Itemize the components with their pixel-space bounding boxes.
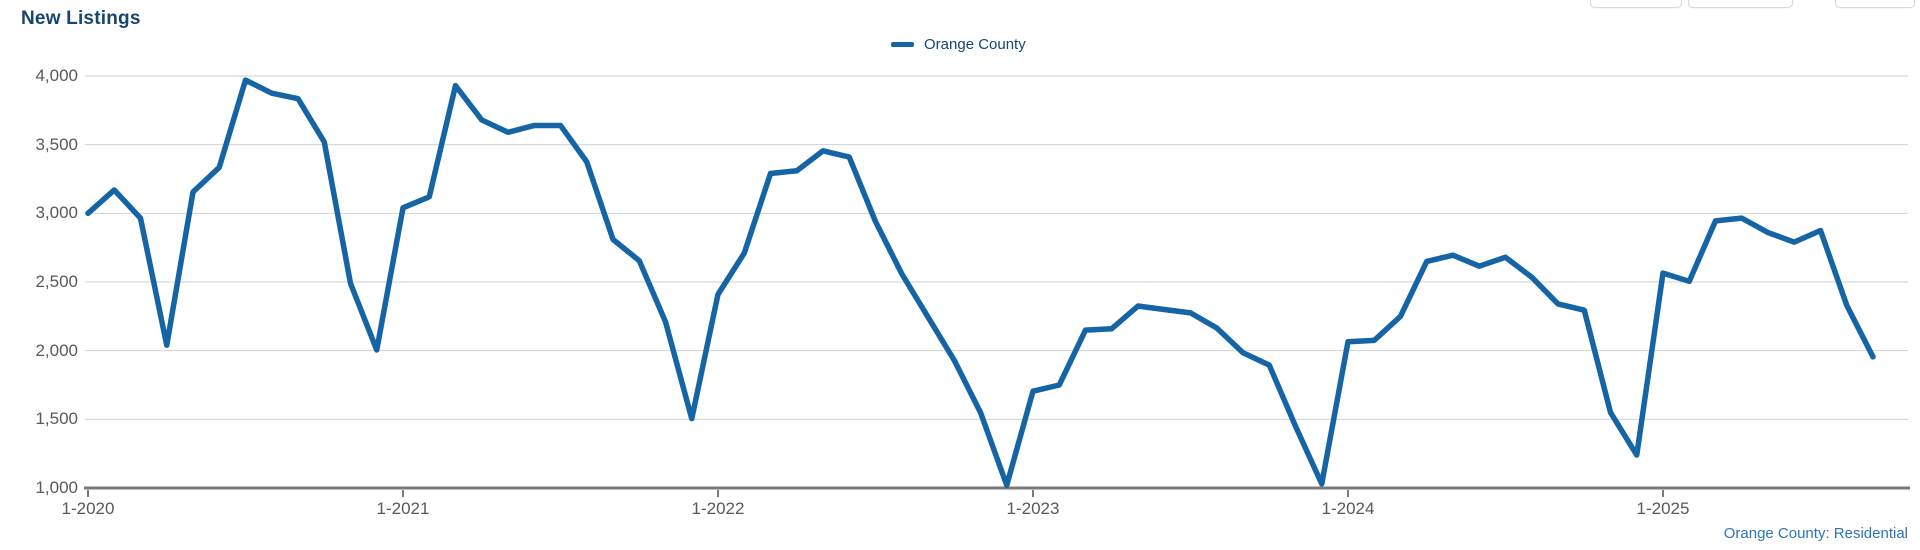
series-orange-county-line [85, 77, 1876, 489]
x-tick-label: 1-2020 [61, 499, 115, 518]
y-tick-label: 2,500 [35, 272, 78, 291]
legend: Orange County [891, 36, 1026, 53]
y-tick-label: 3,000 [35, 203, 78, 223]
x-tick-label: 1-2022 [691, 499, 745, 518]
toolbar-button[interactable] [1590, 0, 1682, 8]
page-title: New Listings [21, 8, 141, 29]
y-tick-label: 1,500 [35, 409, 78, 429]
toolbar-button[interactable] [1688, 0, 1793, 8]
y-tick-label: 2,000 [35, 340, 78, 360]
source-label[interactable]: Orange County: Residential [1723, 525, 1908, 542]
legend-line-swatch [891, 42, 914, 47]
x-tick-label: 1-2024 [1321, 499, 1375, 518]
x-tick-label: 1-2021 [376, 499, 430, 518]
y-tick-label: 1,000 [35, 478, 78, 497]
x-tick-label: 1-2023 [1006, 499, 1060, 518]
x-tick-label: 1-2025 [1636, 499, 1690, 518]
y-tick-label: 3,500 [35, 134, 78, 154]
y-tick-label: 4,000 [35, 66, 78, 85]
legend-label: Orange County [924, 36, 1026, 53]
toolbar-button[interactable] [1835, 0, 1915, 8]
